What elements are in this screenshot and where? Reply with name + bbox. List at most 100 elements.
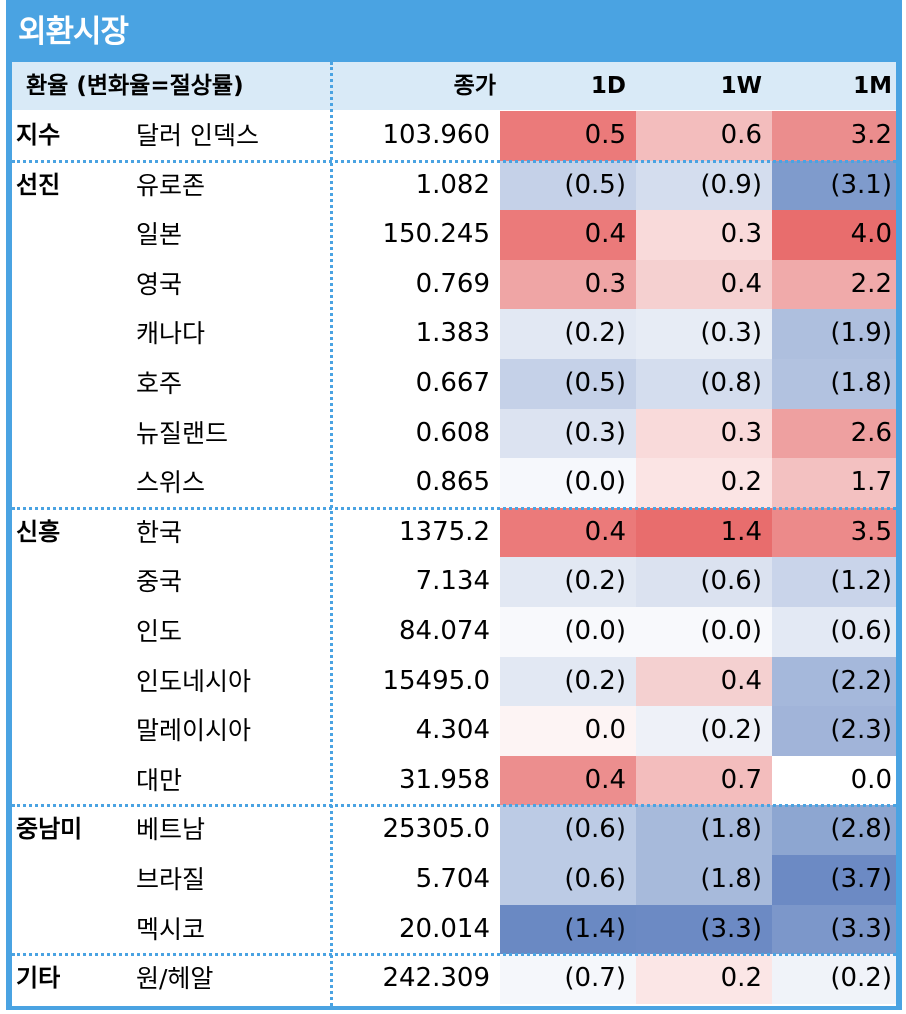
row-1w: (0.0)	[636, 607, 772, 657]
row-name: 베트남	[136, 815, 206, 845]
row-close: 1.082	[415, 169, 490, 200]
table-row: 영국 0.769 0.3 0.4 2.2	[12, 259, 896, 310]
row-close: 150.245	[382, 219, 490, 250]
row-1m: 4.0	[772, 210, 896, 260]
row-close: 7.134	[415, 566, 490, 597]
row-1w: 1.4	[636, 507, 772, 558]
row-1w: 0.2	[636, 458, 772, 508]
row-1m: 0.0	[772, 755, 896, 806]
row-name: 멕시코	[136, 914, 206, 944]
row-1w: (1.8)	[636, 805, 772, 855]
row-1m: (3.7)	[772, 855, 896, 905]
row-1d: 0.4	[500, 210, 636, 260]
row-name: 영국	[136, 269, 183, 299]
table-row: 대만 31.958 0.4 0.7 0.0	[12, 755, 896, 806]
row-close: 25305.0	[382, 814, 490, 845]
table-row: 신흥 한국 1375.2 0.4 1.4 3.5	[12, 507, 896, 558]
row-group	[16, 409, 126, 459]
table-header: 환율 (변화율=절상률) 종가 1D 1W 1M	[12, 62, 896, 110]
header-1m: 1M	[853, 73, 892, 99]
row-group	[16, 855, 126, 905]
row-1d: (1.4)	[500, 904, 636, 955]
header-1d: 1D	[590, 73, 626, 99]
table-row: 중국 7.134 (0.2) (0.6) (1.2)	[12, 557, 896, 607]
row-1w: (0.2)	[636, 706, 772, 756]
table-row: 호주 0.667 (0.5) (0.8) (1.8)	[12, 359, 896, 409]
row-1m: (1.9)	[772, 309, 896, 359]
row-name: 인도	[136, 617, 183, 646]
row-close: 5.704	[415, 864, 490, 894]
fx-market-panel: 외환시장 환율 (변화율=절상률) 종가 1D 1W 1M 지수 달러 인덱스 10…	[6, 0, 902, 1010]
row-1d: (0.3)	[500, 408, 636, 459]
row-1w: (0.8)	[636, 359, 772, 409]
row-close: 20.014	[399, 913, 490, 944]
column-divider	[330, 62, 333, 1006]
row-1d: 0.4	[500, 755, 636, 806]
row-close: 15495.0	[382, 665, 490, 696]
row-close: 1375.2	[399, 516, 490, 547]
panel-title: 외환시장	[18, 14, 129, 50]
header-1w: 1W	[720, 73, 762, 99]
row-name: 캐나다	[136, 319, 206, 349]
row-close: 0.769	[415, 268, 490, 299]
row-1d: (0.2)	[500, 309, 636, 359]
row-group: 선진	[16, 170, 61, 199]
row-1d: 0.3	[500, 259, 636, 310]
row-group: 기타	[16, 964, 61, 993]
table-row: 일본 150.245 0.4 0.3 4.0	[12, 210, 896, 260]
row-name: 인도네시아	[136, 666, 252, 696]
group-separator	[12, 953, 896, 957]
row-1w: 0.2	[636, 954, 772, 1004]
row-close: 0.667	[415, 368, 490, 398]
row-group	[16, 756, 126, 806]
row-1w: 0.4	[636, 259, 772, 310]
row-name: 중국	[136, 567, 183, 597]
row-1d: (0.0)	[500, 607, 636, 657]
row-group	[16, 706, 126, 756]
row-name: 대만	[136, 765, 183, 795]
row-1m: 3.5	[772, 507, 896, 558]
header-close: 종가	[453, 73, 496, 99]
row-group	[16, 607, 126, 657]
group-separator	[12, 804, 896, 808]
row-group: 신흥	[16, 517, 61, 546]
row-name: 말레이시아	[136, 716, 252, 746]
table-row: 기타 원/헤알 242.309 (0.7) 0.2 (0.2)	[12, 954, 896, 1004]
row-1d: (0.2)	[500, 557, 636, 607]
row-group: 중남미	[16, 815, 83, 844]
row-1m: (0.6)	[772, 607, 896, 657]
row-close: 84.074	[399, 616, 490, 646]
row-1m: (1.2)	[772, 557, 896, 607]
header-label: 환율 (변화율=절상률)	[26, 73, 244, 99]
table-row: 지수 달러 인덱스 103.960 0.5 0.6 3.2	[12, 111, 896, 161]
row-1d: (0.2)	[500, 656, 636, 707]
row-close: 4.304	[415, 715, 490, 746]
row-1w: (0.9)	[636, 160, 772, 211]
row-group	[16, 557, 126, 607]
row-name: 뉴질랜드	[136, 418, 229, 448]
row-name: 달러 인덱스	[136, 121, 259, 150]
row-close: 1.383	[415, 318, 490, 349]
row-1w: 0.3	[636, 210, 772, 260]
row-1w: 0.7	[636, 755, 772, 806]
table-row: 인도 84.074 (0.0) (0.0) (0.6)	[12, 607, 896, 657]
table-row: 인도네시아 15495.0 (0.2) 0.4 (2.2)	[12, 656, 896, 707]
row-1m: 2.6	[772, 408, 896, 459]
table-row: 멕시코 20.014 (1.4) (3.3) (3.3)	[12, 904, 896, 955]
row-1w: (1.8)	[636, 855, 772, 905]
row-1m: 1.7	[772, 458, 896, 508]
row-1m: (2.8)	[772, 805, 896, 855]
row-group: 지수	[16, 121, 61, 149]
table-row: 브라질 5.704 (0.6) (1.8) (3.7)	[12, 855, 896, 905]
row-close: 31.958	[399, 764, 490, 795]
row-name: 한국	[136, 517, 183, 547]
group-separator	[12, 506, 896, 510]
row-1d: (0.5)	[500, 359, 636, 409]
row-1m: (2.3)	[772, 706, 896, 756]
table-row: 캐나다 1.383 (0.2) (0.3) (1.9)	[12, 309, 896, 359]
row-name: 원/헤알	[136, 964, 214, 994]
row-1d: 0.5	[500, 111, 636, 161]
row-name: 일본	[136, 220, 183, 250]
row-1d: 0.0	[500, 706, 636, 756]
row-1w: (3.3)	[636, 904, 772, 955]
